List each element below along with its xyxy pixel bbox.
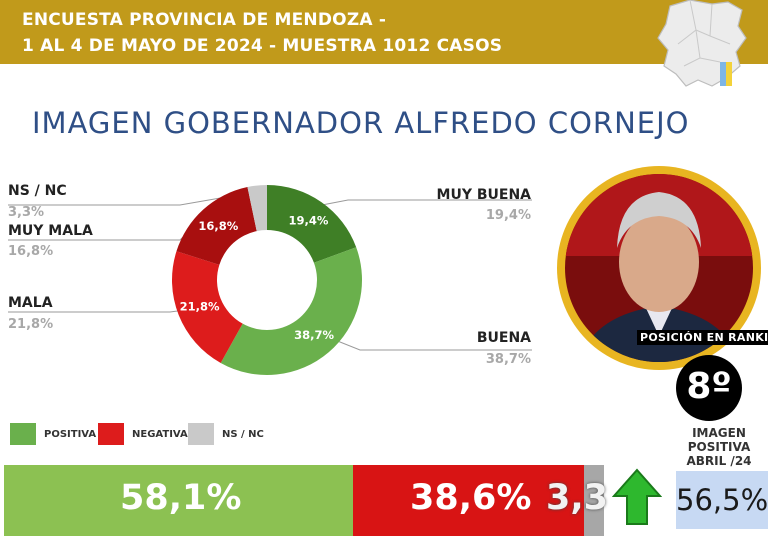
label-muy-mala-pct: 16,8% [8, 244, 54, 259]
label-buena-pct: 38,7% [485, 352, 531, 367]
legend-swatch-positiva [10, 423, 36, 445]
summary-bar-nsnc [584, 465, 604, 536]
label-mala-pct: 21,8% [8, 317, 54, 332]
summary-bar-positiva [4, 465, 353, 536]
slice-muy-mala-value-label: 16,8% [198, 219, 238, 233]
slice-muy-buena [267, 185, 357, 263]
legend-swatch-nsnc [188, 423, 214, 445]
legend-nsnc: NS / NC [188, 423, 264, 445]
ranking-label: POSICIÓN EN RANKING [637, 330, 768, 345]
label-muy-mala-name: MUY MALA [8, 223, 93, 239]
slice-muy-buena-value-label: 19,4% [289, 214, 329, 228]
april-label-line-1: IMAGEN [692, 426, 746, 440]
label-muy-buena-name: MUY BUENA [436, 187, 531, 203]
header-banner [0, 0, 768, 64]
mendoza-map-icon [657, 0, 747, 87]
header-title-line-2: 1 AL 4 DE MAYO DE 2024 - MUESTRA 1012 CA… [22, 36, 503, 56]
slice-buena-value-label: 38,7% [294, 328, 334, 342]
slice-muy-mala [176, 187, 257, 265]
legend-label-nsnc: NS / NC [222, 428, 264, 440]
legend-negativa: NEGATIVA [98, 423, 188, 445]
summary-value-negativa: 38,6% [410, 478, 532, 518]
april-positive-value: 56,5% [676, 471, 768, 529]
legend-label-negativa: NEGATIVA [132, 428, 188, 440]
ranking-position-badge: 8º [676, 355, 742, 421]
april-label-line-3: ABRIL /24 [686, 454, 752, 468]
slice-nsnc [247, 185, 267, 232]
header-title-line-1: ENCUESTA PROVINCIA DE MENDOZA - [22, 10, 387, 30]
leader-line-buena [334, 339, 532, 351]
april-label-line-2: POSITIVA [687, 440, 751, 454]
slice-mala [172, 251, 243, 363]
label-muy-buena-pct: 19,4% [485, 208, 531, 223]
slice-buena [220, 247, 362, 376]
summary-bar-negativa [352, 465, 585, 536]
chart-title: IMAGEN GOBERNADOR ALFREDO CORNEJO [32, 106, 690, 140]
label-mala-name: MALA [8, 295, 53, 311]
label-nsnc-name: NS / NC [8, 183, 67, 199]
label-buena-name: BUENA [476, 330, 531, 346]
arrow-up-icon [612, 468, 662, 525]
label-nsnc-pct: 3,3% [8, 205, 45, 220]
legend-label-positiva: POSITIVA [44, 428, 97, 440]
april-image-label: IMAGEN POSITIVA ABRIL /24 [676, 426, 762, 468]
slice-mala-value-label: 21,8% [180, 300, 220, 314]
legend-positiva: POSITIVA [10, 423, 96, 445]
legend-swatch-negativa [98, 423, 124, 445]
leader-line-muy-buena [321, 199, 532, 206]
summary-value-positiva: 58,1% [120, 478, 242, 518]
summary-value-nsnc: 3,3 [546, 478, 609, 518]
